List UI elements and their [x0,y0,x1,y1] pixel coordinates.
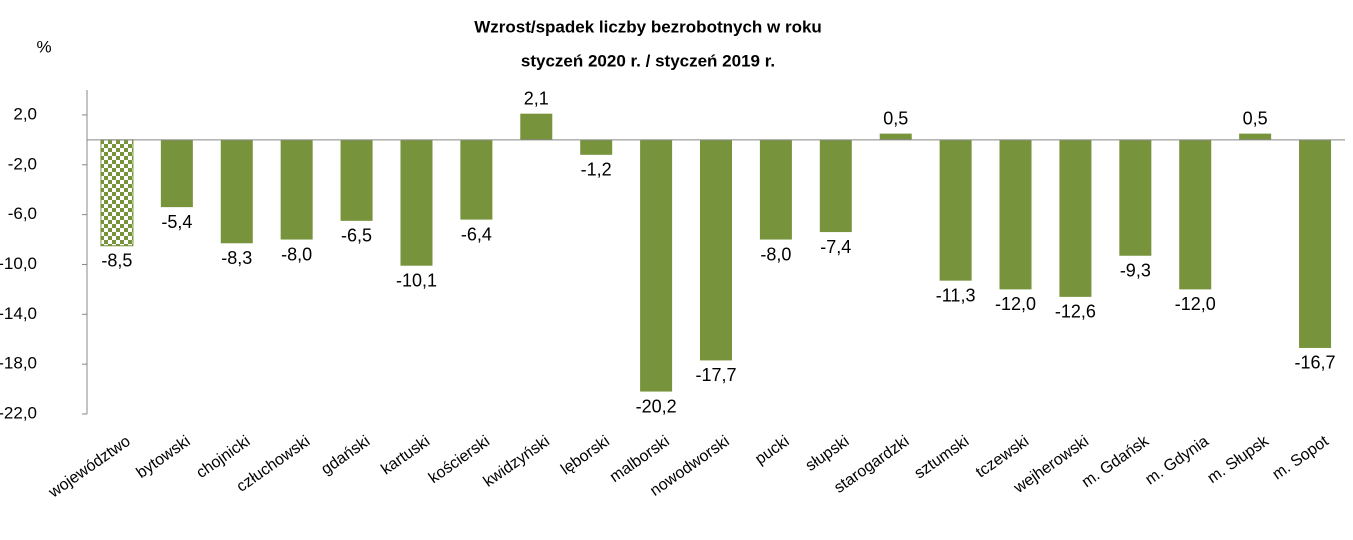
value-label: -8,5 [101,251,132,271]
bar [1059,139,1092,297]
x-tick-label: m. Gdynia [1142,433,1212,489]
y-tick-label: -14,0 [0,304,37,323]
value-label: -12,0 [1175,294,1216,314]
bar [580,139,613,155]
value-label: -8,0 [281,244,312,264]
value-label: -8,0 [760,244,791,264]
x-tick-label: m. Gdańsk [1079,432,1153,491]
value-label: -12,0 [995,294,1036,314]
x-tick-label: województwo [45,433,134,502]
chart-title: Wzrost/spadek liczby bezrobotnych w roku [474,17,822,36]
bar [1239,133,1272,140]
value-label: -9,3 [1120,260,1151,280]
bar [939,139,972,281]
value-label: -6,4 [461,224,492,244]
y-tick-label: -2,0 [8,154,37,173]
bar [819,139,852,233]
bar [879,133,912,140]
value-label: -7,4 [820,237,851,257]
value-label: 0,5 [1243,108,1268,128]
bar [100,139,134,247]
value-label: -6,5 [341,226,372,246]
value-label: -17,7 [695,365,736,385]
bar [520,113,553,140]
x-tick-label: pucki [752,433,792,468]
bar [220,139,253,244]
y-tick-label: -18,0 [0,354,37,373]
x-tick-label: sztumski [912,433,973,483]
x-tick-label: lęborski [558,433,613,479]
bar [1179,139,1212,290]
value-label: -1,2 [581,160,612,180]
chart-title: styczeń 2020 r. / styczeń 2019 r. [521,51,775,70]
x-tick-label: m. Sopot [1270,432,1333,483]
value-label: -16,7 [1295,353,1336,373]
x-tick-label: kwidzyński [481,433,553,491]
y-tick-label: 2,0 [13,104,37,123]
bar [460,139,493,220]
bar [400,139,433,266]
value-label: -12,6 [1055,302,1096,322]
bar [1299,139,1332,348]
bar [160,139,193,208]
bar [700,139,732,361]
bar [759,139,792,240]
bar [999,139,1032,290]
x-tick-label: gdański [318,433,373,479]
value-label: 2,1 [524,88,549,108]
value-label: -8,3 [221,248,252,268]
x-tick-label: słupski [803,433,853,475]
value-label: -10,1 [396,270,437,290]
y-tick-label: -6,0 [8,204,37,223]
bar [280,139,313,240]
x-tick-label: bytowski [134,433,194,482]
value-label: -11,3 [936,285,976,305]
value-label: -20,2 [636,396,677,416]
bar [1119,139,1152,256]
bar [640,139,673,392]
y-tick-label: -10,0 [0,254,37,273]
y-tick-label: -22,0 [0,403,37,422]
x-tick-label: kartuski [378,433,433,479]
value-label: -5,4 [161,212,192,232]
x-tick-label: m. Słupsk [1205,432,1273,487]
bar [340,139,373,221]
y-axis-label: % [36,37,51,56]
value-label: 0,5 [883,108,908,128]
